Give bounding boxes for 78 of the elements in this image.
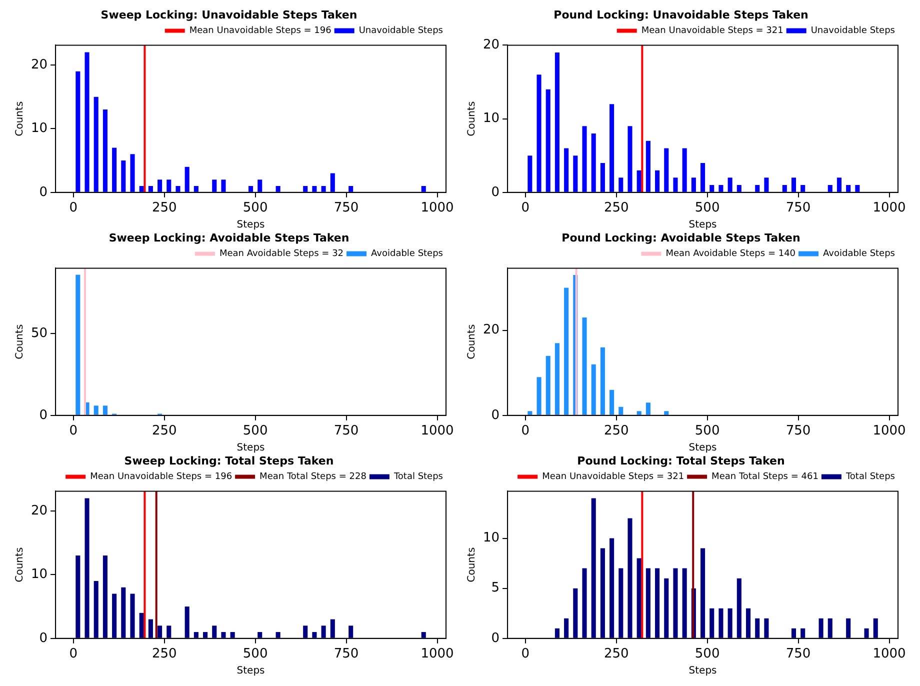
legend-label: Avoidable Steps — [823, 249, 896, 260]
y-tick-label: 20 — [482, 38, 500, 53]
x-tick-label: 1000 — [872, 200, 906, 216]
legend-label: Mean Unavoidable Steps = 196 — [90, 472, 232, 482]
x-tick-label: 250 — [604, 646, 629, 662]
y-tick-label: 0 — [39, 184, 48, 200]
chart-title: Pound Locking: Avoidable Steps Taken — [562, 231, 800, 244]
x-tick-label: 250 — [152, 646, 177, 662]
x-tick-label: 750 — [786, 424, 811, 439]
x-tick-label: 250 — [152, 200, 177, 216]
chart-title: Sweep Locking: Avoidable Steps Taken — [108, 231, 350, 244]
x-tick-label: 0 — [69, 424, 78, 439]
legend-label: Mean Total Steps = 461 — [712, 472, 818, 482]
chart-title: Sweep Locking: Unavoidable Steps Taken — [100, 8, 358, 22]
chart-title: Pound Locking: Total Steps Taken — [577, 454, 785, 468]
y-tick-label: 10 — [30, 121, 48, 136]
x-tick-label: 0 — [69, 646, 78, 662]
x-tick-label: 0 — [69, 200, 78, 216]
y-tick-label: 50 — [30, 326, 48, 341]
x-tick-label: 750 — [786, 646, 811, 662]
y-tick-label: 20 — [30, 57, 48, 72]
y-tick-label: 10 — [30, 567, 48, 582]
y-tick-label: 0 — [491, 184, 500, 200]
chart-title: Sweep Locking: Total Steps Taken — [124, 454, 334, 468]
y-tick-label: 0 — [491, 630, 500, 646]
x-axis-title: Steps — [688, 666, 717, 677]
legend-label: Total Steps — [844, 472, 896, 482]
y-axis-title: Counts — [14, 101, 26, 136]
y-axis-title: Counts — [14, 547, 26, 582]
legend-label: Total Steps — [392, 472, 444, 482]
x-tick-label: 500 — [242, 424, 268, 439]
x-tick-label: 1000 — [420, 646, 454, 662]
x-tick-label: 1000 — [420, 200, 454, 216]
legend-label: Unavoidable Steps — [358, 26, 444, 36]
x-axis-title: Steps — [236, 666, 265, 677]
x-tick-label: 750 — [786, 200, 811, 216]
y-axis-title: Counts — [466, 324, 478, 360]
x-tick-label: 1000 — [420, 424, 454, 439]
x-tick-label: 250 — [152, 424, 177, 439]
x-tick-label: 500 — [694, 200, 720, 216]
x-tick-label: 250 — [604, 200, 629, 216]
x-axis-title: Steps — [688, 442, 717, 454]
x-tick-label: 1000 — [872, 424, 906, 439]
x-tick-label: 750 — [334, 200, 359, 216]
y-axis-title: Counts — [466, 101, 478, 136]
y-axis-title: Counts — [466, 547, 478, 582]
legend-label: Mean Unavoidable Steps = 321 — [542, 472, 684, 482]
y-tick-label: 5 — [491, 580, 500, 596]
chart-title: Pound Locking: Unavoidable Steps Taken — [554, 8, 808, 22]
y-axis-title: Counts — [14, 324, 26, 360]
x-tick-label: 0 — [521, 424, 530, 439]
x-tick-label: 0 — [521, 200, 530, 216]
x-axis-title: Steps — [236, 442, 265, 454]
y-tick-label: 20 — [30, 503, 48, 518]
y-tick-label: 0 — [39, 408, 48, 423]
legend-label: Mean Total Steps = 228 — [260, 472, 367, 482]
y-tick-label: 10 — [482, 111, 500, 126]
x-axis-title: Steps — [236, 220, 265, 231]
x-axis-title: Steps — [688, 220, 717, 231]
x-tick-label: 1000 — [872, 646, 906, 662]
legend-label: Avoidable Steps — [371, 249, 444, 260]
y-tick-label: 10 — [482, 530, 500, 546]
x-tick-label: 750 — [334, 646, 359, 662]
legend-label: Mean Avoidable Steps = 140 — [666, 249, 796, 260]
legend-label: Mean Avoidable Steps = 32 — [219, 249, 344, 260]
x-tick-label: 250 — [604, 424, 629, 439]
legend-label: Unavoidable Steps — [810, 26, 896, 36]
x-tick-label: 750 — [334, 424, 359, 439]
x-tick-label: 500 — [242, 200, 268, 216]
y-tick-label: 0 — [39, 630, 48, 646]
legend-label: Mean Unavoidable Steps = 321 — [641, 26, 784, 36]
y-tick-label: 0 — [491, 408, 500, 423]
x-tick-label: 0 — [521, 646, 530, 662]
x-tick-label: 500 — [694, 646, 720, 662]
x-tick-label: 500 — [242, 646, 268, 662]
legend-label: Mean Unavoidable Steps = 196 — [189, 26, 332, 36]
x-tick-label: 500 — [694, 424, 720, 439]
y-tick-label: 20 — [482, 322, 500, 338]
